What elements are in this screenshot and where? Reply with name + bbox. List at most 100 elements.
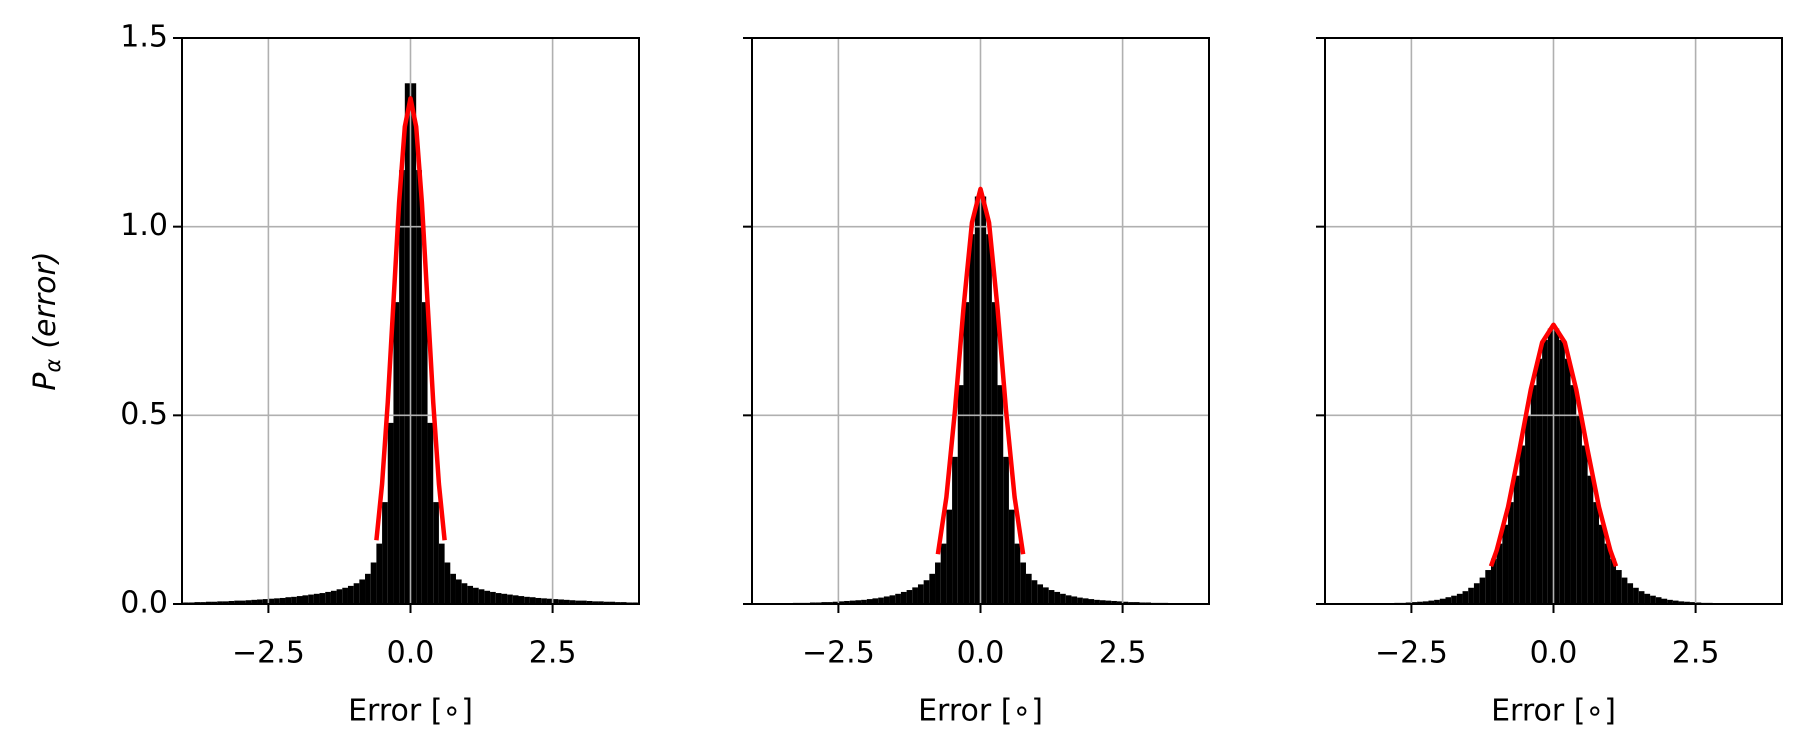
histogram-bar <box>1054 591 1061 604</box>
histogram-bar <box>832 601 839 604</box>
histogram-bar <box>387 422 394 604</box>
y-label-sub: α <box>41 358 65 372</box>
histogram-bar <box>1417 601 1423 604</box>
histogram-bar <box>507 594 513 604</box>
histogram-bar <box>598 601 604 604</box>
histogram-bar <box>1530 385 1537 604</box>
fit-curve <box>1488 322 1619 568</box>
histogram-bar <box>501 593 508 604</box>
histogram-bar <box>370 562 377 604</box>
y-tick-label: 1.5 <box>120 20 168 55</box>
fit-curve <box>374 96 447 541</box>
fit-curve <box>935 186 1026 555</box>
histogram-bar <box>257 599 263 604</box>
histogram-bar <box>1094 599 1100 604</box>
x-tick-label: 2.5 <box>1672 636 1720 671</box>
x-tick-label: −2.5 <box>802 636 875 671</box>
histogram-bar <box>592 601 599 604</box>
histogram-bar <box>211 601 218 604</box>
histogram-bar <box>1519 445 1526 604</box>
histogram-bar <box>427 422 434 604</box>
histogram-bar <box>245 600 252 604</box>
histogram-bar <box>1111 600 1117 604</box>
histogram-bar <box>529 597 536 604</box>
histogram-bar <box>239 600 246 604</box>
histogram-bar <box>473 587 479 604</box>
histogram-bar <box>359 579 366 604</box>
histogram-bar <box>268 598 275 604</box>
histogram-bar <box>946 509 953 604</box>
histogram-bar <box>262 599 269 604</box>
histogram-bar <box>512 595 519 604</box>
histogram-bar <box>382 502 388 604</box>
histogram-bar <box>1490 558 1497 604</box>
histogram-bar <box>1048 590 1055 604</box>
histogram-bar <box>952 456 958 604</box>
histogram-bar <box>1077 597 1083 604</box>
histogram-bar <box>1479 577 1486 604</box>
histogram-bar <box>228 600 235 604</box>
histogram-bar <box>558 599 564 604</box>
histogram-bar <box>1627 583 1634 604</box>
histogram-bar <box>1122 601 1129 604</box>
histogram-bar <box>347 585 354 604</box>
histogram-bar <box>535 597 542 604</box>
axes-frame <box>181 37 640 605</box>
histogram-bar <box>1667 599 1673 604</box>
histogram-bar <box>1542 339 1548 604</box>
histogram-bar <box>1661 598 1668 604</box>
histogram-bar <box>1008 509 1015 604</box>
histogram-bar <box>861 599 867 604</box>
histogram-bar <box>313 593 320 604</box>
histogram-bar <box>1473 583 1480 604</box>
histogram-bar <box>296 596 303 604</box>
histogram-bar <box>444 562 451 604</box>
histogram-bar <box>1513 475 1520 604</box>
histogram-bar <box>353 583 360 604</box>
histogram-bar <box>279 597 286 604</box>
histogram-bar <box>1633 587 1639 604</box>
histogram-bar <box>855 600 862 604</box>
histogram-bar <box>957 385 964 604</box>
histogram-bar <box>1502 524 1509 604</box>
histogram-bar <box>274 598 280 604</box>
histogram-bar <box>1037 584 1044 604</box>
histogram-bar <box>1428 600 1435 604</box>
histogram-bar <box>1116 601 1123 604</box>
histogram-bar <box>484 590 491 604</box>
histogram-bar <box>421 302 428 604</box>
histogram-bar <box>524 596 530 604</box>
histogram-bar <box>849 600 856 604</box>
histogram-bar <box>404 83 411 604</box>
x-tick-label: 0.0 <box>1530 636 1578 671</box>
histogram-bar <box>1576 415 1582 604</box>
histogram-bar <box>1003 456 1009 604</box>
histogram-bar <box>986 234 992 605</box>
histogram-bar <box>963 302 970 604</box>
x-axis-label: Error [∘] <box>1491 694 1616 729</box>
histogram-bar <box>1616 570 1622 604</box>
histogram-bar <box>319 593 326 604</box>
histogram-bar <box>330 590 337 604</box>
histogram-bar <box>308 594 314 604</box>
histogram-bar <box>872 598 879 604</box>
histogram-bar <box>222 601 229 604</box>
histogram-bar <box>1621 577 1628 604</box>
histogram-bar <box>991 302 998 604</box>
histogram-bar <box>1496 543 1503 604</box>
histogram-bar <box>410 83 417 604</box>
histogram-bar <box>1593 502 1599 604</box>
histogram-bar <box>1525 415 1531 604</box>
histogram-bar <box>906 590 913 604</box>
y-label-main: P <box>28 372 63 391</box>
histogram-bar <box>603 601 610 604</box>
histogram-bar <box>1468 587 1474 604</box>
histogram-bar <box>912 587 918 604</box>
histogram-bar <box>1422 601 1429 604</box>
histogram-bar <box>997 385 1004 604</box>
x-tick-label: 0.0 <box>957 636 1005 671</box>
histogram-bar <box>552 599 559 604</box>
axes-frame <box>1324 37 1783 605</box>
histogram-bar <box>455 579 462 604</box>
histogram-bar <box>569 600 576 604</box>
